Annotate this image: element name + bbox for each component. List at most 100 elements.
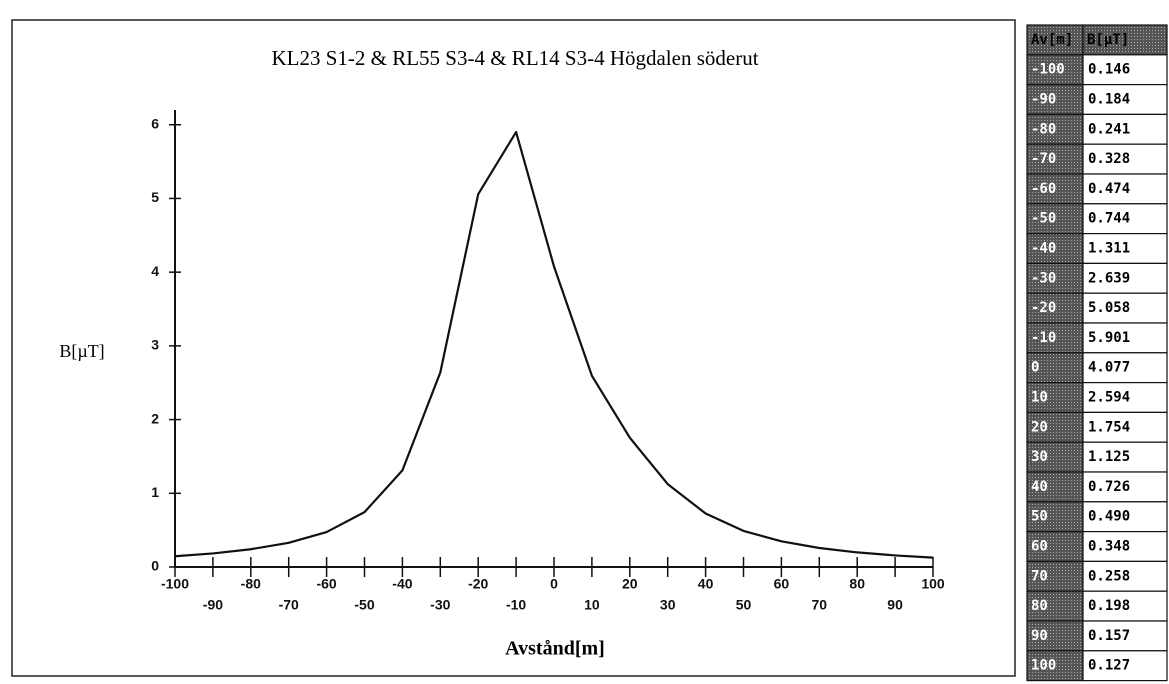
table-cell	[1026, 203, 1084, 235]
x-tick-label: 10	[584, 597, 600, 613]
table-cell-text: -100	[1031, 62, 1065, 78]
table-cell-text: 5.058	[1088, 300, 1130, 316]
y-tick-label: 5	[151, 189, 159, 205]
table-cell	[1026, 292, 1084, 324]
table-cell	[1082, 143, 1168, 175]
table-cell-text: 1.125	[1088, 449, 1130, 465]
chart-title: KL23 S1-2 & RL55 S3-4 & RL14 S3-4 Högdal…	[271, 46, 758, 70]
table-cell-text: 1.754	[1088, 419, 1130, 435]
x-tick-label: 70	[812, 597, 828, 613]
table-cell-text: -60	[1031, 181, 1056, 197]
x-tick-label: -40	[392, 576, 412, 592]
x-tick-label: 0	[550, 576, 558, 592]
table-cell	[1082, 501, 1168, 533]
table-cell-text: -90	[1031, 92, 1056, 108]
table-cell-text: 10	[1031, 390, 1048, 406]
table-cell	[1082, 292, 1168, 324]
table-cell	[1082, 650, 1168, 682]
table-cell-text: 5.901	[1088, 330, 1130, 346]
table-cell-text: 40	[1031, 479, 1048, 495]
table-cell-text: 2.639	[1088, 270, 1130, 286]
table-cell-text: -40	[1031, 241, 1056, 257]
table-cell-text: -50	[1031, 211, 1056, 227]
table-cell-text: -80	[1031, 121, 1056, 137]
table-cell	[1082, 113, 1168, 145]
table-cell-text: 0.258	[1088, 568, 1130, 584]
table-cell-text: 0.490	[1088, 509, 1130, 525]
x-tick-label: 100	[921, 576, 945, 592]
x-tick-label: -60	[316, 576, 336, 592]
x-tick-label: -70	[279, 597, 299, 613]
table-cell-text: 0.241	[1088, 121, 1130, 137]
table-cell-text: 30	[1031, 449, 1048, 465]
table-cell	[1082, 590, 1168, 622]
table-cell	[1082, 322, 1168, 354]
table-cell	[1082, 560, 1168, 592]
y-tick-label: 6	[151, 115, 159, 131]
x-tick-label: -20	[468, 576, 488, 592]
y-tick-label: 3	[151, 337, 159, 353]
table-cell-text: 0.348	[1088, 539, 1130, 555]
y-tick-label: 4	[151, 263, 159, 279]
table-cell-text: 0	[1031, 360, 1039, 376]
x-tick-label: 30	[660, 597, 676, 613]
table-cell	[1026, 352, 1084, 384]
table-cell	[1082, 352, 1168, 384]
table-cell-text: 0.726	[1088, 479, 1130, 495]
y-tick-label: 2	[151, 410, 159, 426]
x-tick-label: -30	[430, 597, 450, 613]
table-cell	[1026, 143, 1084, 175]
table-header: Av[m]	[1031, 32, 1073, 48]
x-axis-label: Avstånd[m]	[505, 638, 605, 660]
x-tick-label: -10	[506, 597, 526, 613]
table-cell	[1026, 322, 1084, 354]
x-tick-label: 50	[736, 597, 752, 613]
table-cell-text: -20	[1031, 300, 1056, 316]
table-cell	[1026, 411, 1084, 443]
x-tick-label: 60	[774, 576, 790, 592]
y-tick-label: 0	[151, 558, 159, 574]
table-cell-text: 0.127	[1088, 658, 1130, 674]
table-cell	[1082, 530, 1168, 562]
table-cell	[1082, 620, 1168, 652]
table-cell	[1026, 650, 1084, 682]
data-line	[174, 130, 934, 559]
table-cell	[1082, 173, 1168, 205]
table-cell-text: -10	[1031, 330, 1056, 346]
x-tick-label: 20	[622, 576, 638, 592]
table-cell-text: 0.744	[1088, 211, 1130, 227]
table-cell-text: 0.198	[1088, 598, 1130, 614]
table-cell	[1026, 173, 1084, 205]
table-header: B[µT]	[1087, 32, 1129, 48]
table-cell-text: 0.328	[1088, 151, 1130, 167]
table-cell-text: 0.157	[1088, 628, 1130, 644]
y-axis-label: B[µT]	[59, 341, 104, 361]
table-cell-text: 0.474	[1088, 181, 1130, 197]
table-cell	[1082, 54, 1168, 86]
table-cell	[1026, 530, 1084, 562]
table-cell	[1082, 471, 1168, 503]
table-cell-text: 90	[1031, 628, 1048, 644]
y-tick-label: 1	[151, 484, 159, 500]
table-cell-text: -70	[1031, 151, 1056, 167]
x-tick-label: -80	[241, 576, 261, 592]
table-cell-text: 20	[1031, 419, 1048, 435]
table-cell	[1082, 83, 1168, 115]
table-cell-text: 50	[1031, 509, 1048, 525]
x-tick-label: -50	[354, 597, 374, 613]
table-cell-text: 0.184	[1088, 92, 1130, 108]
table-cell	[1026, 471, 1084, 503]
table-cell	[1026, 233, 1084, 265]
table-cell-text: 2.594	[1088, 390, 1130, 406]
table-cell	[1082, 203, 1168, 235]
table-cell-text: 4.077	[1088, 360, 1130, 376]
table-cell-text: -30	[1031, 270, 1056, 286]
table-cell-text: 70	[1031, 568, 1048, 584]
x-tick-label: 90	[887, 597, 903, 613]
table-cell-text: 100	[1031, 658, 1056, 674]
table-cell-text: 60	[1031, 539, 1048, 555]
table-cell	[1082, 262, 1168, 294]
x-tick-label: -100	[161, 576, 189, 592]
x-tick-label: 40	[698, 576, 714, 592]
